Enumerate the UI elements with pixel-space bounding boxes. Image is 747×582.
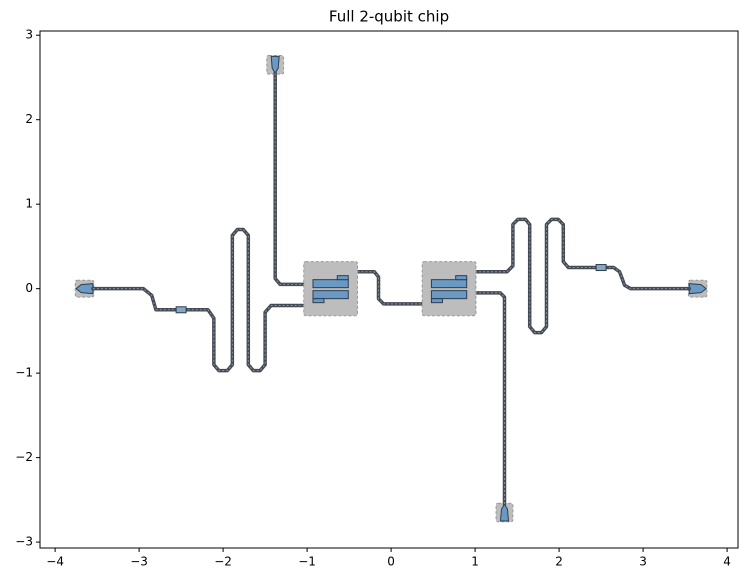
plot-frame (39, 30, 739, 549)
launch-pad (266, 54, 285, 75)
wire (473, 217, 692, 335)
qubit-lead (336, 275, 349, 281)
x-tick-label: −1 (298, 555, 316, 569)
coupler (595, 264, 607, 272)
wire (355, 270, 424, 306)
pad (688, 283, 707, 295)
wire-center (357, 271, 423, 305)
x-tick-label: 1 (471, 555, 479, 569)
x-tick-label: 2 (555, 555, 563, 569)
wire (473, 291, 507, 506)
launch-pad (687, 279, 708, 298)
wire-center (475, 292, 505, 505)
qubit-lead (455, 275, 468, 281)
x-tick-label: 3 (639, 555, 647, 569)
x-tick-label: 0 (387, 555, 395, 569)
wire-center (274, 73, 308, 285)
wire (273, 71, 309, 287)
launch-pad (74, 279, 95, 298)
x-tick-label: −3 (130, 555, 148, 569)
y-tick-label: −3 (15, 535, 33, 549)
qubit (421, 261, 477, 317)
qubit-lead (430, 298, 443, 304)
wire-center (92, 229, 308, 372)
qubit-pad (430, 290, 468, 300)
coupler (175, 306, 187, 314)
y-tick-label: 1 (25, 197, 33, 211)
y-tick-label: 0 (25, 281, 33, 295)
qubit-pad (312, 279, 349, 289)
wire-path (355, 270, 424, 306)
footprint (421, 261, 477, 317)
wire-center (475, 218, 690, 334)
wire (91, 227, 309, 373)
footprint (303, 261, 359, 317)
qubit-pad (312, 290, 349, 300)
qubit-lead (312, 298, 325, 304)
chart-title: Full 2-qubit chip (329, 8, 449, 26)
x-tick-label: −2 (214, 555, 232, 569)
y-tick-label: 3 (25, 28, 33, 42)
launch-pad (495, 502, 514, 523)
pad (499, 503, 510, 522)
x-tick-label: −4 (46, 555, 64, 569)
qubit (303, 261, 359, 317)
wire-path (273, 71, 309, 287)
pad (270, 55, 280, 75)
y-tick-label: 2 (25, 112, 33, 126)
y-tick-label: −2 (15, 450, 33, 464)
wire-path (473, 217, 692, 335)
x-tick-label: 4 (723, 555, 731, 569)
pad (75, 283, 94, 295)
y-tick-label: −1 (15, 366, 33, 380)
wire-path (473, 291, 507, 506)
qubit-pad (430, 279, 468, 289)
